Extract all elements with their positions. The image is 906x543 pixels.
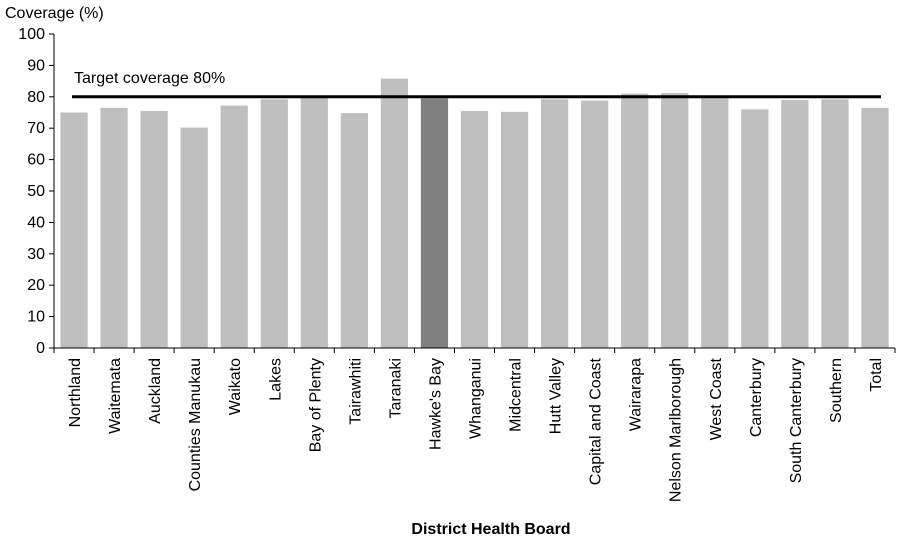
category-label-whanganui: Whanganui bbox=[468, 358, 485, 439]
axes bbox=[53, 34, 896, 353]
bars bbox=[60, 78, 889, 349]
bar-waitemata bbox=[100, 107, 128, 348]
category-label-lakes: Lakes bbox=[267, 358, 284, 401]
x-axis-label: District Health Board bbox=[411, 521, 570, 538]
y-tick-label-0: 0 bbox=[36, 340, 45, 357]
category-label-west-coast: West Coast bbox=[708, 357, 725, 440]
category-label-hawke-s-bay: Hawke's Bay bbox=[427, 358, 444, 450]
category-label-counties-manukau: Counties Manukau bbox=[187, 358, 204, 491]
y-tick-label-10: 10 bbox=[27, 309, 45, 326]
y-axis: 0 10 20 30 40 50 60 70 80 90 100 bbox=[18, 26, 54, 357]
y-tick-label-20: 20 bbox=[27, 277, 45, 294]
bar-hawke-s-bay bbox=[420, 98, 449, 349]
y-tick-label-40: 40 bbox=[27, 214, 45, 231]
bar-canterbury bbox=[741, 109, 769, 348]
y-tick-label-90: 90 bbox=[27, 57, 45, 74]
bar-west-coast bbox=[701, 98, 729, 349]
bar-hutt-valley bbox=[540, 99, 569, 348]
bar-tairawhiti bbox=[340, 113, 368, 349]
category-label-auckland: Auckland bbox=[147, 358, 164, 424]
category-label-midcentral: Midcentral bbox=[508, 358, 525, 432]
y-tick-label-50: 50 bbox=[27, 183, 45, 200]
bar-bay-of-plenty bbox=[300, 97, 328, 348]
category-labels: Northland Waitemata Auckland Counties Manuk… bbox=[67, 357, 885, 502]
y-tick-label-60: 60 bbox=[27, 152, 45, 169]
category-label-wairarapa: Wairarapa bbox=[628, 358, 645, 431]
category-label-taranaki: Taranaki bbox=[387, 358, 404, 418]
y-tick-label-70: 70 bbox=[27, 120, 45, 137]
category-label-hutt-valley: Hutt Valley bbox=[548, 358, 565, 434]
category-label-total: Total bbox=[868, 358, 885, 392]
bar-northland bbox=[60, 112, 88, 348]
category-label-canterbury: Canterbury bbox=[748, 358, 765, 437]
category-label-northland: Northland bbox=[67, 358, 84, 427]
bar-whanganui bbox=[460, 110, 489, 349]
target-line-group: Target coverage 80% bbox=[72, 70, 881, 99]
bar-waikato bbox=[220, 105, 248, 348]
y-tick-label-100: 100 bbox=[18, 26, 45, 43]
category-label-south-canterbury: South Canterbury bbox=[788, 358, 805, 483]
bar-wairarapa bbox=[621, 93, 649, 348]
y-axis-label: Coverage (%) bbox=[5, 5, 104, 22]
y-tick-label-80: 80 bbox=[27, 89, 45, 106]
bar-south-canterbury bbox=[781, 99, 809, 348]
bar-southern bbox=[821, 99, 849, 348]
bar-counties-manukau bbox=[180, 127, 208, 349]
category-label-waikato: Waikato bbox=[227, 358, 244, 415]
category-label-nelson-marlborough: Nelson Marlborough bbox=[668, 358, 685, 502]
bar-lakes bbox=[260, 99, 288, 348]
bar-auckland bbox=[140, 110, 168, 349]
y-tick-label-30: 30 bbox=[27, 246, 45, 263]
bar-midcentral bbox=[500, 111, 529, 348]
category-label-bay-of-plenty: Bay of Plenty bbox=[307, 358, 324, 452]
bar-total bbox=[861, 107, 889, 348]
category-label-waitemata: Waitemata bbox=[107, 358, 124, 434]
bar-capital-and-coast bbox=[581, 100, 609, 349]
bar-taranaki bbox=[380, 78, 409, 348]
bar-nelson-marlborough bbox=[661, 93, 689, 348]
target-annotation: Target coverage 80% bbox=[74, 70, 225, 87]
category-label-tairawhiti: Tairawhiti bbox=[347, 358, 364, 425]
category-label-southern: Southern bbox=[828, 358, 845, 423]
category-label-capital-and-coast: Capital and Coast bbox=[588, 357, 605, 485]
